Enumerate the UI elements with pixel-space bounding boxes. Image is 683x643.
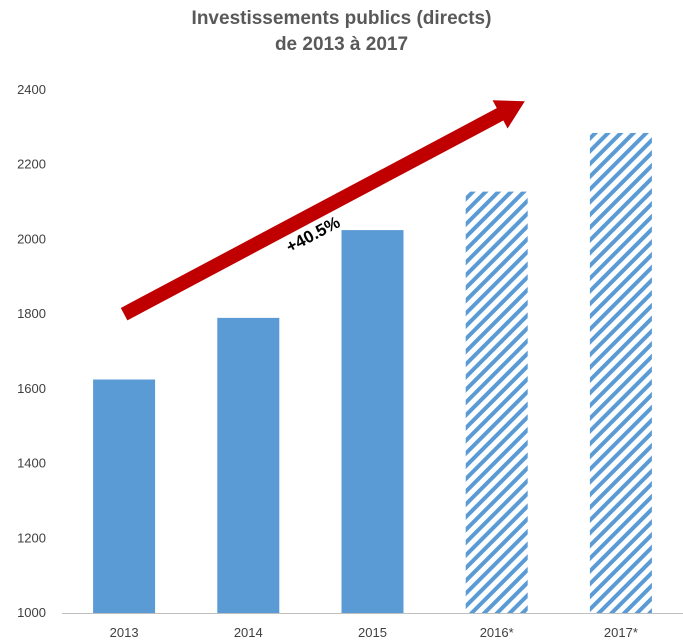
growth-arrow-shape	[120, 100, 525, 321]
bar-2017-projected	[589, 132, 652, 614]
x-tick-label: 2013	[110, 625, 139, 640]
y-tick-label: 1800	[17, 306, 46, 321]
bar-2014	[217, 317, 280, 613]
y-tick-label: 1600	[17, 381, 46, 396]
x-tick-label: 2014	[234, 625, 263, 640]
x-tick-label: 2017*	[604, 625, 638, 640]
bar-2015	[341, 230, 404, 613]
y-tick-label: 2400	[17, 82, 46, 97]
chart-title-line-1: Investissements publics (directs)	[191, 8, 492, 29]
y-tick-label: 1400	[17, 456, 46, 471]
bar-2016-projected	[465, 191, 528, 613]
bars	[93, 132, 652, 614]
chart-title: Investissements publics (directs) de 201…	[0, 6, 683, 58]
y-tick-label: 2000	[17, 231, 46, 246]
growth-arrow: +40.5%	[120, 100, 525, 321]
x-axis: 2013 2014 2015 2016* 2017*	[110, 625, 638, 640]
y-tick-label: 2200	[17, 157, 46, 172]
bar-2013	[93, 379, 156, 613]
y-axis: 1000 1200 1400 1600 1800 2000 2200 2400	[17, 82, 46, 620]
chart-title-line-2: de 2013 à 2017	[274, 34, 409, 55]
y-tick-label: 1200	[17, 530, 46, 545]
x-tick-label: 2016*	[480, 625, 514, 640]
x-tick-label: 2015	[358, 625, 387, 640]
y-tick-label: 1000	[17, 605, 46, 620]
